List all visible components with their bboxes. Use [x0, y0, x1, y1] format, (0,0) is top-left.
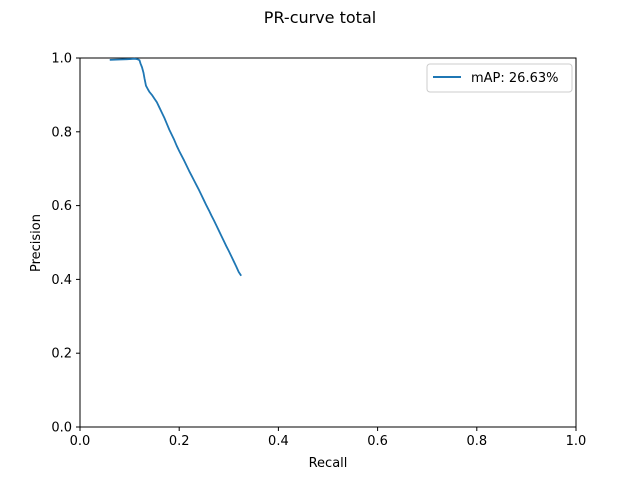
x-tick-label: 0.8 — [466, 434, 487, 449]
x-axis-ticks: 0.0 0.2 0.4 0.6 0.8 1.0 — [70, 427, 587, 449]
x-tick-label: 0.0 — [70, 434, 91, 449]
y-axis-ticks: 0.0 0.2 0.4 0.6 0.8 1.0 — [51, 52, 80, 436]
plot-area-frame — [79, 57, 577, 428]
x-tick-label: 0.4 — [268, 434, 289, 449]
series-line — [109, 57, 242, 277]
series-layer — [109, 57, 242, 277]
y-tick-label: 0.0 — [51, 421, 72, 436]
legend-box — [426, 63, 573, 93]
y-axis-label: Precision — [29, 214, 44, 272]
legend-series-label: mAP: 26.63% — [471, 71, 558, 86]
x-tick-label: 1.0 — [566, 434, 587, 449]
y-tick-label: 0.6 — [51, 199, 72, 214]
y-tick-label: 0.4 — [51, 273, 72, 288]
legend: mAP: 26.63% — [426, 63, 573, 93]
y-tick-label: 0.2 — [51, 347, 72, 362]
x-axis-label: Recall — [309, 456, 348, 471]
chart-title: PR-curve total — [264, 8, 376, 27]
x-tick-label: 0.2 — [169, 434, 190, 449]
y-tick-label: 0.8 — [51, 125, 72, 140]
x-tick-label: 0.6 — [367, 434, 388, 449]
y-tick-label: 1.0 — [51, 52, 72, 67]
